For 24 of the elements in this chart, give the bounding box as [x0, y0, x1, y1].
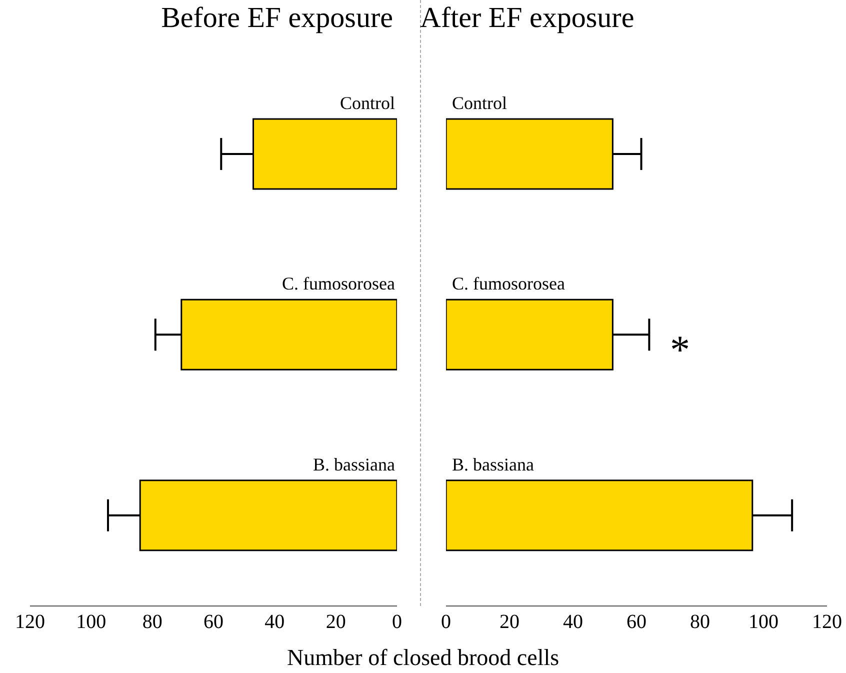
x-tick-label: 100 [76, 611, 106, 634]
x-tick-label: 20 [500, 611, 520, 634]
annotation: * [670, 327, 690, 372]
x-tick-label: 120 [812, 611, 842, 634]
x-tick-label: 60 [626, 611, 646, 634]
x-tick-label: 60 [204, 611, 224, 634]
chart-title: After EF exposure [420, 2, 634, 35]
x-tick-label: 40 [563, 611, 583, 634]
x-tick-label: 100 [748, 611, 778, 634]
y-tick-label: B. bassiana [452, 454, 534, 474]
y-tick-label: C. fumosorosea [452, 274, 565, 294]
y-tick-label: C. fumosorosea [282, 274, 396, 294]
y-tick-label: Control [452, 93, 508, 113]
x-tick-label: 80 [690, 611, 710, 634]
x-tick-label: 80 [142, 611, 162, 634]
x-tick-label: 0 [392, 611, 402, 634]
x-tick-label: 40 [264, 611, 285, 634]
x-axis-title: Number of closed brood cells [286, 645, 560, 671]
x-tick-label: 20 [326, 611, 346, 634]
x-tick-label: 0 [441, 611, 451, 634]
x-tick-label: 120 [15, 611, 45, 634]
y-tick-label: B. bassiana [313, 454, 396, 474]
chart-title: Before EF exposure [161, 2, 393, 35]
y-tick-label: Control [340, 93, 395, 113]
